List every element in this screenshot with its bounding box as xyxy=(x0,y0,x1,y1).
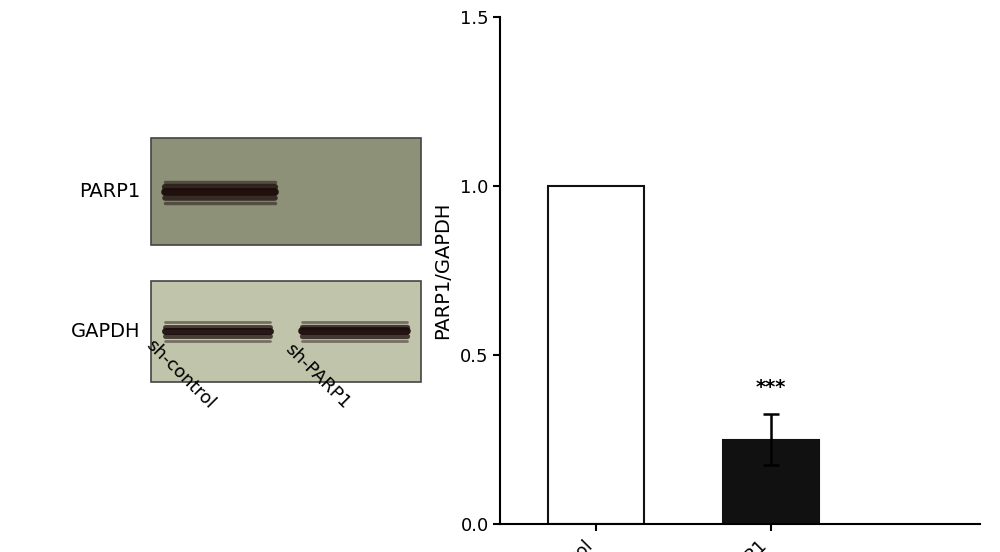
Text: GAPDH: GAPDH xyxy=(71,322,141,341)
Text: ***: *** xyxy=(756,379,786,397)
Text: sh-PARP1: sh-PARP1 xyxy=(281,341,353,413)
Bar xyxy=(151,280,421,382)
Bar xyxy=(151,139,421,245)
Bar xyxy=(723,440,819,524)
Text: sh-control: sh-control xyxy=(143,337,219,413)
Text: PARP1: PARP1 xyxy=(79,182,141,201)
Bar xyxy=(548,186,644,524)
Y-axis label: PARP1/GAPDH: PARP1/GAPDH xyxy=(433,202,452,339)
